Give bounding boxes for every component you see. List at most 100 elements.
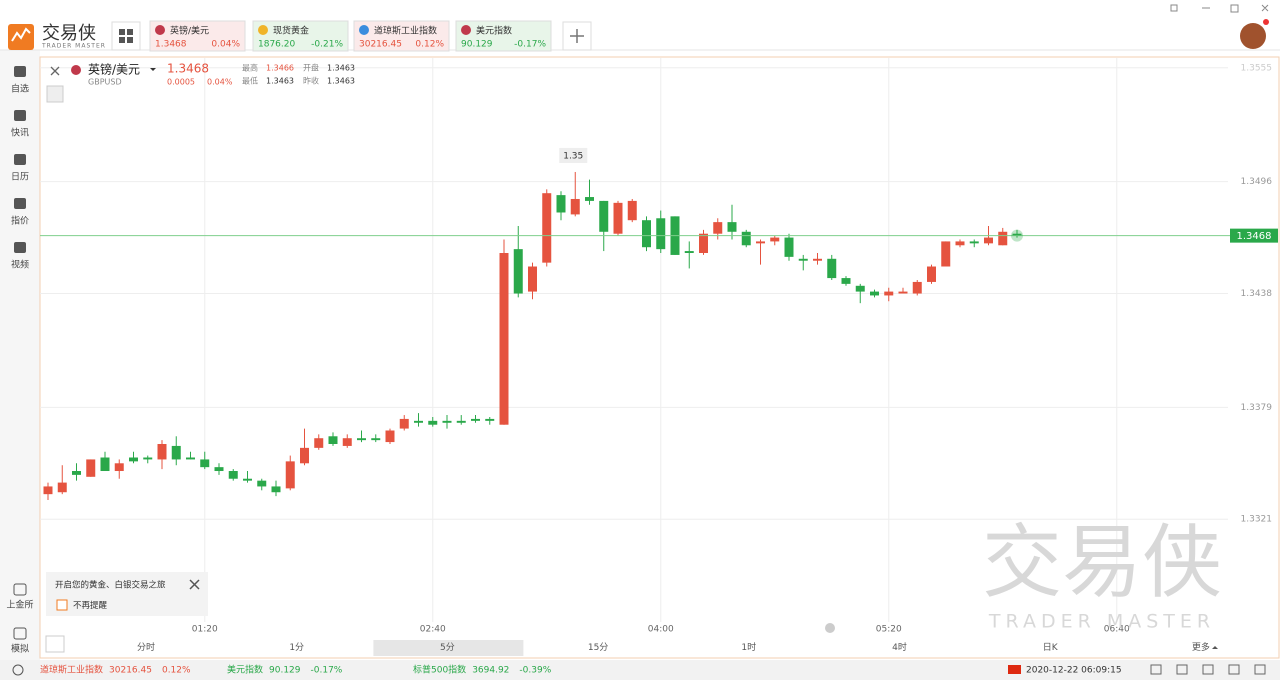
more-arrow[interactable] [1212,646,1218,649]
candle-body [585,197,594,201]
x-tick-label: 04:00 [648,625,674,635]
x-tick-label: 05:20 [876,625,902,635]
y-tick-label: 1.3496 [1241,177,1273,187]
status-icon[interactable] [1254,664,1266,675]
quote-price: 1.3468 [167,62,209,76]
layout-button[interactable] [111,21,141,51]
status-icon[interactable] [1150,664,1162,675]
period-button[interactable]: 更多 [1192,641,1210,653]
logo-text: 交易侠 [42,23,96,44]
layout-icon [119,29,133,43]
candle-body [214,467,224,472]
watermark-sub: TRADER MASTER [988,611,1215,633]
sidebar-label[interactable]: 上金所 [6,599,33,611]
candle-body [513,249,523,294]
symbol[interactable]: 英镑/美元 [88,62,140,77]
candle-body [171,445,181,460]
candle-body [727,222,737,232]
candle-body [385,430,395,443]
candle-body [884,291,894,296]
avatar[interactable] [1240,23,1266,49]
symbol-code: GBPUSD [88,78,122,87]
candle-body [271,486,281,493]
candle-body [285,461,295,489]
sidebar-icon[interactable] [14,66,26,77]
status-icon[interactable] [1228,664,1240,675]
sidebar-label[interactable]: 快讯 [11,127,29,139]
candle-body [998,231,1008,246]
tab-change: -0.17% [514,40,546,50]
candle-body [798,258,808,261]
candle-body [328,436,338,444]
sidebar-icon[interactable] [14,154,26,165]
status-icon[interactable] [1202,664,1214,675]
candle-body [157,444,167,460]
status-price: 90.129 [269,666,301,676]
sidebar-icon[interactable] [14,110,26,121]
last-price-tag [1230,228,1278,243]
candle-body [955,241,965,246]
period-button[interactable]: 15分 [588,642,608,653]
checkbox-label[interactable]: 不再提醒 [73,600,108,611]
candle-body [114,463,124,472]
tab-icon [359,25,369,35]
quote-tab[interactable] [149,20,246,52]
candle-body [969,241,979,244]
status-name: 标普500指数 [413,664,466,676]
quote-stat: 1.3463 [327,64,355,73]
scroll-handle[interactable] [825,623,835,633]
sidebar-icon[interactable] [14,198,26,209]
candle-body [784,237,794,257]
candle-body [855,285,865,292]
symbol-icon [71,65,81,75]
candle-body [984,237,993,244]
checkbox[interactable] [56,599,68,611]
quote-tab[interactable] [353,20,450,52]
period-button[interactable]: 1时 [741,641,756,653]
candle-body [556,195,566,213]
tab-name: 道琼斯工业指数 [374,25,437,37]
tab-price: 90.129 [461,40,493,50]
sidebar-label[interactable]: 视频 [11,259,29,271]
candle-body [599,200,609,232]
logo-mark [11,27,31,42]
candle-body [72,471,81,475]
close-button[interactable] [50,66,60,76]
candle-body [257,480,267,487]
tool-button[interactable] [46,85,64,103]
window-controls[interactable] [1170,4,1269,13]
sidebar-label[interactable]: 自选 [11,83,29,95]
candle-body [927,266,936,282]
quote-tab[interactable] [455,20,552,52]
sidebar [0,50,40,660]
quote-tab[interactable] [252,20,349,52]
period-button[interactable]: 4时 [892,641,907,653]
dropdown-arrow[interactable] [150,68,156,71]
period-button[interactable]: 5分 [440,642,455,653]
quote-stat: 昨收 [303,76,319,86]
headset-icon[interactable] [12,664,24,676]
sidebar-icon[interactable] [13,583,27,596]
sidebar-icon[interactable] [14,242,26,253]
period-button[interactable]: 1分 [289,642,304,653]
flag-icon [1008,665,1021,674]
status-icon[interactable] [1176,664,1188,675]
popup-close[interactable] [189,579,200,590]
tab-icon [461,25,471,35]
sidebar-label[interactable]: 模拟 [11,643,29,655]
period-button[interactable]: 日K [1043,642,1059,653]
candle-body [656,218,666,250]
period-button[interactable]: 分时 [137,641,155,653]
sidebar-label[interactable]: 日历 [11,172,29,183]
candle-body [485,418,495,421]
status-price: 3694.92 [472,666,509,676]
tab-price: 1.3468 [155,40,187,50]
period-icon[interactable] [45,635,65,653]
sidebar-icon[interactable] [13,627,27,640]
y-tick-label: 1.3321 [1241,515,1273,525]
notification-dot [1263,19,1269,25]
candle-body [528,266,537,292]
candle-body [200,459,210,468]
sidebar-label[interactable]: 指价 [11,215,29,227]
y-tick-label: 1.3555 [1241,63,1273,73]
